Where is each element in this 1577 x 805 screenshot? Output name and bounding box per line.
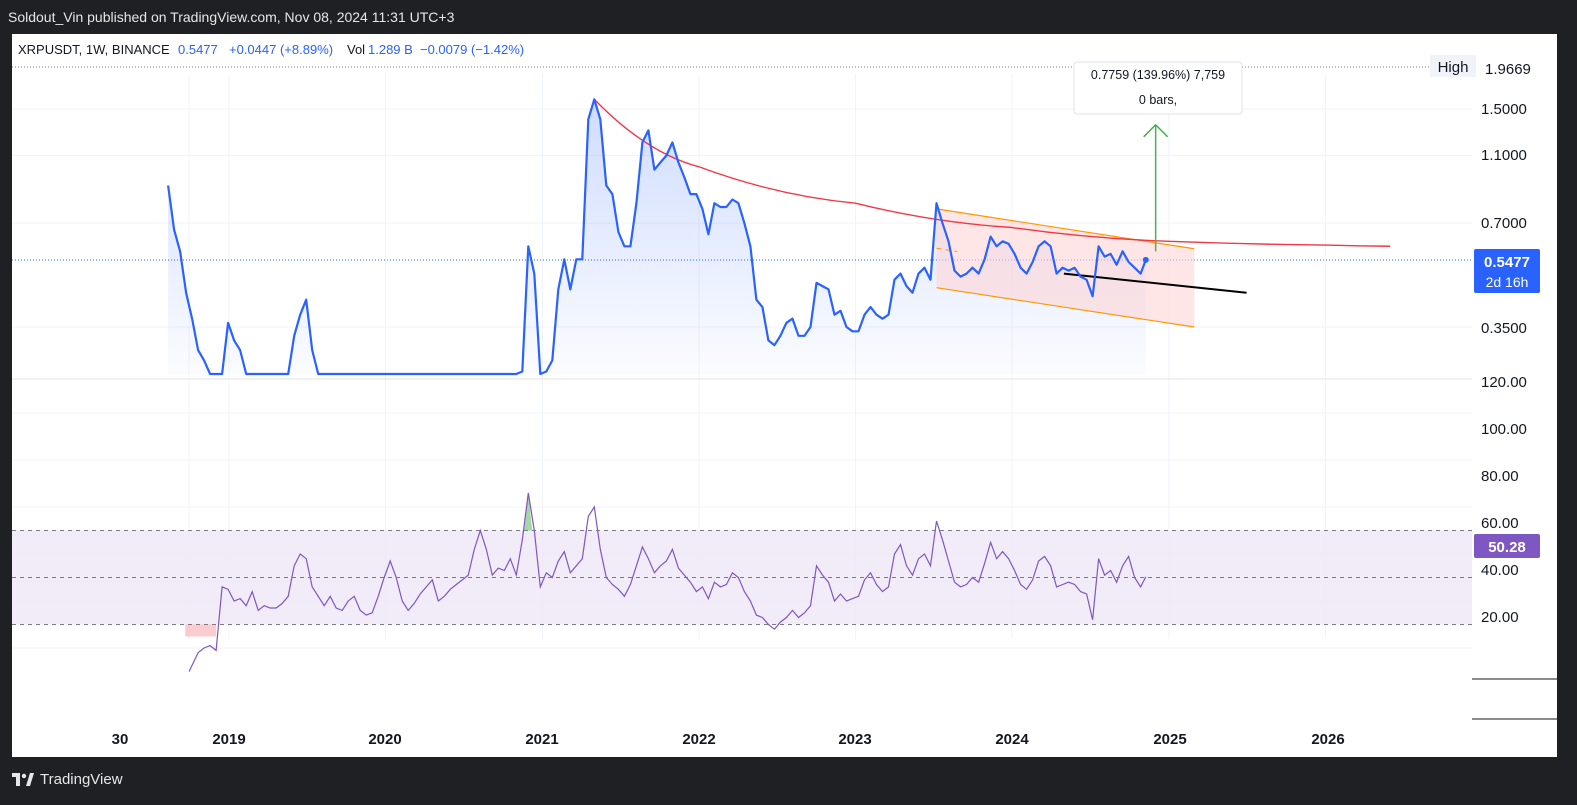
channel-upper-line	[936, 208, 1195, 250]
rsi-series	[185, 492, 1147, 672]
rsi-overbought-fill	[524, 492, 533, 531]
x-label-2022: 2022	[682, 731, 715, 748]
countdown-label: 2d 16h	[1486, 274, 1529, 290]
price-line	[167, 98, 1147, 376]
x-label-30: 30	[112, 731, 129, 748]
x-label-2024: 2024	[995, 731, 1029, 748]
rsi-current-badge	[1474, 534, 1540, 558]
legend-price: 0.5477	[178, 42, 218, 57]
rsi-tick-40: 40.00	[1481, 562, 1519, 579]
time-axis[interactable]: 30 2019 2020 2021 2022 2023 2024 2025 20…	[112, 731, 1345, 748]
x-label-2020: 2020	[368, 731, 401, 748]
x-label-2025: 2025	[1153, 731, 1186, 748]
price-area	[168, 99, 1146, 375]
rsi-band	[12, 530, 1472, 625]
legend-vol-value: 1.289 B	[368, 42, 413, 57]
price-tick-4: 0.3500	[1481, 320, 1527, 337]
chart-area[interactable]: XRPUSDT, 1W, BINANCE 0.5477 +0.0447 (+8.…	[12, 34, 1557, 757]
rsi-tick-80: 80.00	[1481, 468, 1519, 485]
x-label-2019: 2019	[212, 731, 245, 748]
publisher-text: Soldout_Vin published on TradingView.com…	[8, 9, 455, 25]
tradingview-logo-icon	[12, 772, 34, 786]
high-label-bg	[1430, 55, 1476, 77]
legend-vol-change: −0.0079 (−1.42%)	[420, 42, 524, 57]
rsi-tick-100: 100.00	[1481, 421, 1527, 438]
measure-tooltip-line1: 0.7759 (139.96%) 7,759	[1091, 68, 1225, 82]
x-label-2026: 2026	[1311, 731, 1344, 748]
channel-mid-line	[936, 247, 958, 252]
legend-vol-label: Vol	[347, 42, 365, 57]
publisher-header: Soldout_Vin published on TradingView.com…	[0, 0, 1577, 34]
high-value: 1.9669	[1485, 61, 1531, 78]
measure-tooltip-line2: 0 bars,	[1139, 93, 1177, 107]
price-tick-2: 1.1000	[1481, 147, 1527, 164]
price-tick-1: 1.5000	[1481, 101, 1527, 118]
price-axis[interactable]: High 1.9669 1.5000 1.1000 0.7000 0.3500 …	[1430, 55, 1540, 337]
rsi-tick-60: 60.00	[1481, 515, 1519, 532]
rsi-oversold-fill	[185, 624, 217, 637]
current-price-badge	[1474, 249, 1540, 293]
rsi-line	[188, 492, 1147, 672]
x-label-2021: 2021	[525, 731, 558, 748]
rsi-tick-120: 120.00	[1481, 374, 1527, 391]
x-label-2023: 2023	[838, 731, 871, 748]
footer-brand: TradingView	[40, 771, 123, 788]
current-price-label: 0.5477	[1484, 254, 1530, 271]
rsi-current-label: 50.28	[1488, 539, 1526, 556]
price-tick-3: 0.7000	[1481, 215, 1527, 232]
rsi-axis[interactable]: 120.00 100.00 80.00 60.00 40.00 20.00 50…	[1474, 374, 1540, 626]
legend-symbol: XRPUSDT, 1W, BINANCE	[18, 42, 170, 57]
target-arrow-head	[1143, 123, 1169, 138]
chart-svg[interactable]: XRPUSDT, 1W, BINANCE 0.5477 +0.0447 (+8.…	[12, 34, 1557, 757]
last-price-dot	[1142, 256, 1149, 263]
high-label: High	[1438, 59, 1469, 76]
resistance-curve	[593, 98, 1391, 247]
measure-tooltip: 0.7759 (139.96%) 7,759 0 bars,	[1073, 61, 1243, 115]
tradingview-logo[interactable]: TradingView	[12, 771, 123, 788]
legend-change: +0.0447 (+8.89%)	[229, 42, 333, 57]
channel-lower-line	[936, 287, 1195, 328]
rsi-tick-20: 20.00	[1481, 609, 1519, 626]
price-series	[167, 98, 1149, 376]
price-area-fill	[168, 99, 1146, 375]
footer-bar: TradingView	[0, 765, 1577, 805]
